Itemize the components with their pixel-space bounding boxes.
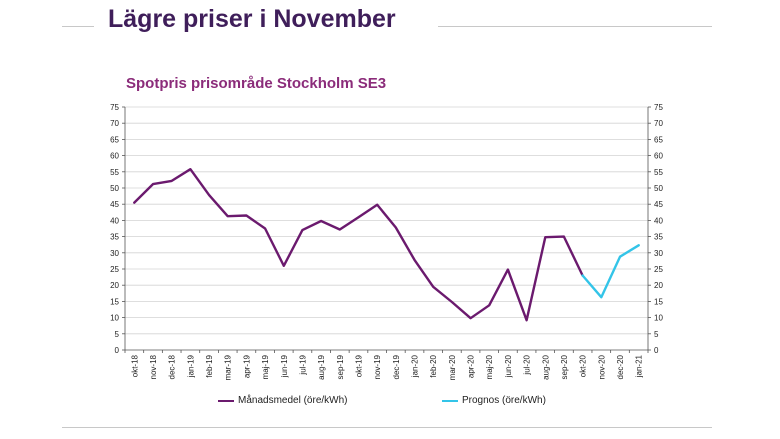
x-tick-label: feb-20	[429, 354, 438, 377]
x-tick-label: nov-19	[373, 354, 382, 379]
y-tick-label-right: 5	[654, 330, 659, 339]
y-tick-label-left: 35	[110, 233, 119, 242]
y-tick-label-left: 20	[110, 281, 119, 290]
x-tick-label: maj-19	[261, 354, 270, 379]
legend-item-prognos: Prognos (öre/kWh)	[442, 395, 546, 406]
y-axis-left: 0 5 10 15 20 25 30 35 40 45 50 55 60 65 70 75	[110, 103, 126, 355]
y-tick-label-right: 15	[654, 297, 663, 306]
y-tick-label-right: 35	[654, 233, 663, 242]
legend-item-manadsmedel: Månadsmedel (öre/kWh)	[218, 395, 347, 406]
x-tick-label: feb-19	[205, 354, 214, 377]
y-tick-label-left: 5	[115, 330, 120, 339]
x-tick-label: apr-20	[467, 354, 476, 378]
y-tick-label-right: 25	[654, 265, 663, 274]
x-tick-label: jun-19	[280, 354, 289, 378]
y-tick-label-left: 65	[110, 135, 119, 144]
y-tick-label-right: 30	[654, 249, 663, 258]
series-line-1	[581, 244, 640, 299]
y-tick-label-right: 0	[654, 346, 659, 355]
grid	[125, 106, 648, 335]
x-axis: okt-18 nov-18 dec-18 jan-19 feb-19 mar-19 apr-…	[124, 349, 649, 380]
y-tick-label-right: 20	[654, 281, 663, 290]
title-rule-left	[62, 26, 94, 27]
y-tick-label-left: 0	[115, 346, 120, 355]
x-tick-label: mar-19	[224, 354, 233, 380]
x-tick-label: maj-20	[485, 354, 494, 379]
x-tick-label: dec-19	[392, 354, 401, 379]
x-tick-label: dec-20	[616, 354, 625, 379]
y-tick-label-left: 25	[110, 265, 119, 274]
x-tick-label: dec-18	[168, 354, 177, 379]
x-tick-label: nov-20	[597, 354, 606, 379]
y-tick-label-left: 30	[110, 249, 119, 258]
y-tick-label-right: 60	[654, 152, 663, 161]
footer-rule	[62, 427, 712, 428]
x-tick-label: mar-20	[448, 354, 457, 380]
x-tick-label: jun-20	[504, 354, 513, 378]
x-tick-label: jan-20	[411, 354, 420, 378]
series-lines	[133, 167, 640, 322]
legend-swatch-prognos	[442, 399, 458, 402]
legend-label-manadsmedel: Månadsmedel (öre/kWh)	[238, 395, 348, 406]
x-tick-label: jan-21	[635, 354, 644, 378]
x-tick-label: okt-19	[354, 354, 363, 377]
y-tick-label-right: 45	[654, 200, 663, 209]
series-line-0	[133, 167, 584, 322]
legend-label-prognos: Prognos (öre/kWh)	[462, 395, 546, 406]
title-rule-right	[438, 26, 712, 27]
y-tick-label-left: 15	[110, 297, 119, 306]
x-tick-label: jan-19	[186, 354, 195, 378]
y-tick-label-left: 75	[110, 103, 119, 112]
x-tick-label: aug-20	[541, 354, 550, 379]
x-tick-label: apr-19	[242, 354, 251, 378]
legend-swatch-manadsmedel	[218, 399, 234, 402]
x-tick-label: jul-20	[523, 354, 532, 375]
x-tick-label: jul-19	[298, 354, 307, 375]
y-tick-label-left: 10	[110, 314, 119, 323]
x-tick-label: sep-19	[336, 354, 345, 379]
y-tick-label-left: 55	[110, 168, 119, 177]
y-tick-label-right: 75	[654, 103, 663, 112]
slide-title: Lägre priser i November	[108, 5, 396, 33]
y-tick-label-right: 10	[654, 314, 663, 323]
x-tick-label: aug-19	[317, 354, 326, 379]
x-tick-label: okt-20	[579, 354, 588, 377]
y-tick-label-left: 40	[110, 216, 119, 225]
y-tick-label-left: 70	[110, 119, 119, 128]
y-tick-label-right: 50	[654, 184, 663, 193]
y-tick-label-left: 45	[110, 200, 119, 209]
x-tick-label: okt-18	[130, 354, 139, 377]
x-tick-label: nov-18	[149, 354, 158, 379]
chart-title: Spotpris prisområde Stockholm SE3	[126, 75, 387, 92]
y-tick-label-right: 40	[654, 216, 663, 225]
y-tick-label-right: 55	[654, 168, 663, 177]
x-tick-label: sep-20	[560, 354, 569, 379]
y-axis-right: 0 5 10 15 20 25 30 35 40 45 50 55 60 65 70 75	[647, 103, 663, 355]
y-tick-label-right: 65	[654, 135, 663, 144]
y-tick-label-left: 60	[110, 152, 119, 161]
y-tick-label-left: 50	[110, 184, 119, 193]
y-tick-label-right: 70	[654, 119, 663, 128]
